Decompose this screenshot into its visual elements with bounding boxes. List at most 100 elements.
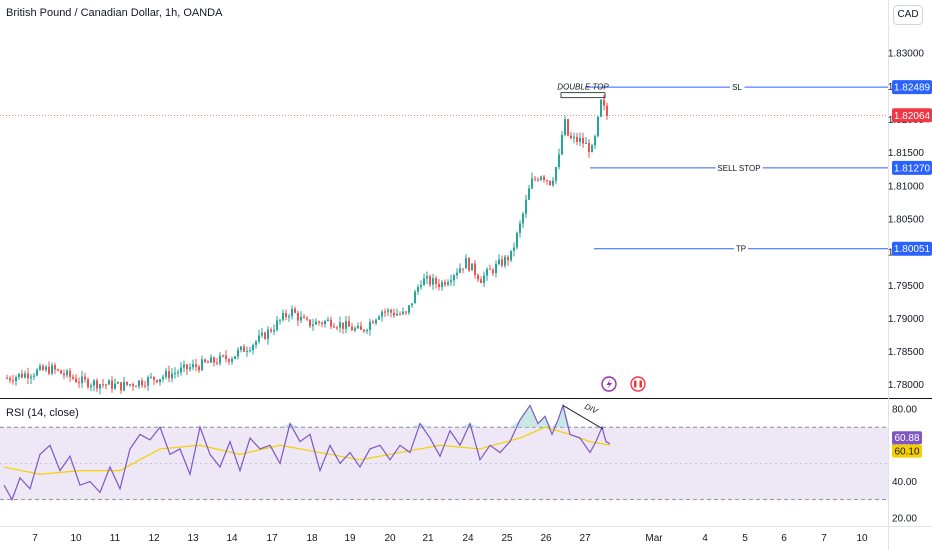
time-tick-label: 17 bbox=[266, 533, 278, 544]
candle-body bbox=[555, 167, 557, 181]
candle-body bbox=[567, 119, 569, 136]
candle-body bbox=[462, 268, 464, 270]
candle-body bbox=[312, 324, 314, 327]
candle-body bbox=[585, 142, 587, 144]
candle-body bbox=[165, 370, 167, 377]
candle-body bbox=[114, 383, 116, 389]
price-tick-label: 1.81000 bbox=[888, 181, 925, 192]
candle-body bbox=[594, 136, 596, 146]
rsi-line bbox=[3, 403, 611, 502]
candle-body bbox=[6, 378, 8, 380]
candle-body bbox=[480, 279, 482, 283]
price-tag-text: 1.82489 bbox=[894, 83, 931, 94]
candle-body bbox=[549, 180, 551, 186]
candle-body bbox=[453, 275, 455, 281]
candle-body bbox=[210, 357, 212, 363]
time-tick-label: 12 bbox=[148, 533, 160, 544]
lightning-icon-glyph bbox=[606, 379, 612, 389]
time-tick-label: 18 bbox=[306, 533, 318, 544]
candle-body bbox=[345, 321, 347, 329]
candle-body bbox=[84, 376, 86, 380]
candle-body bbox=[381, 311, 383, 317]
candle-body bbox=[282, 313, 284, 320]
currency-button[interactable]: CAD bbox=[893, 5, 923, 25]
candle-body bbox=[39, 365, 41, 370]
candle-body bbox=[495, 263, 497, 274]
candle-body bbox=[399, 313, 401, 315]
candle-body bbox=[255, 341, 257, 345]
flag-icon-stripe bbox=[636, 380, 640, 388]
candle-body bbox=[123, 381, 125, 391]
candle-body bbox=[51, 365, 53, 374]
candle-body bbox=[12, 380, 14, 382]
candle-body bbox=[156, 379, 158, 383]
candle-body bbox=[159, 379, 161, 383]
candle-body bbox=[240, 346, 242, 350]
candle-body bbox=[237, 349, 239, 357]
candle-body bbox=[36, 369, 38, 376]
candle-body bbox=[309, 319, 311, 327]
candle-body bbox=[207, 361, 209, 363]
candle-body bbox=[504, 256, 506, 266]
candle-body bbox=[15, 377, 17, 382]
candle-body bbox=[507, 256, 509, 261]
candle-body bbox=[132, 384, 134, 387]
candle-body bbox=[186, 364, 188, 370]
candle-body bbox=[447, 282, 449, 285]
candle-body bbox=[153, 376, 155, 380]
candle-body bbox=[405, 311, 407, 313]
time-tick-label: 4 bbox=[702, 533, 708, 544]
candle-body bbox=[147, 377, 149, 386]
candle-body bbox=[510, 250, 512, 261]
candle-body bbox=[354, 328, 356, 331]
candle-body bbox=[216, 362, 218, 364]
level-label: SELL STOP bbox=[717, 164, 760, 173]
candle-body bbox=[306, 318, 308, 320]
candle-body bbox=[78, 382, 80, 384]
candle-body bbox=[522, 213, 524, 224]
candle-body bbox=[363, 329, 365, 332]
candle-body bbox=[225, 355, 227, 360]
candle-body bbox=[99, 384, 101, 389]
candle-body bbox=[120, 382, 122, 391]
candle-body bbox=[333, 326, 335, 328]
time-tick-label: 25 bbox=[501, 533, 513, 544]
candle-body bbox=[171, 373, 173, 379]
candle-body bbox=[429, 276, 431, 285]
candle-body bbox=[228, 359, 230, 362]
candle-body bbox=[105, 384, 107, 386]
candle-body bbox=[69, 370, 71, 377]
candle-body bbox=[9, 378, 11, 381]
candle-body bbox=[177, 372, 179, 374]
time-tick-label: 19 bbox=[344, 533, 356, 544]
candle-body bbox=[222, 355, 224, 357]
candle-body bbox=[324, 320, 326, 325]
candle-body bbox=[489, 269, 491, 271]
candle-body bbox=[423, 278, 425, 286]
candle-body bbox=[348, 321, 350, 327]
candle-body bbox=[384, 311, 386, 313]
candle-body bbox=[303, 316, 305, 319]
candle-body bbox=[18, 373, 20, 378]
candle-body bbox=[540, 176, 542, 181]
candle-body bbox=[438, 283, 440, 288]
candle-body bbox=[63, 373, 65, 376]
candle-body bbox=[492, 269, 494, 274]
price-tag bbox=[892, 108, 932, 123]
candle-body bbox=[66, 370, 68, 376]
candle-body bbox=[126, 381, 128, 385]
rsi-tick-label: 40.00 bbox=[892, 477, 917, 488]
candle-body bbox=[573, 136, 575, 139]
candle-body bbox=[543, 176, 545, 180]
candle-body bbox=[465, 258, 467, 269]
candle-body bbox=[435, 278, 437, 284]
time-tick-label: 5 bbox=[742, 533, 748, 544]
candle-body bbox=[597, 116, 599, 137]
candle-body bbox=[411, 303, 413, 306]
candle-body bbox=[537, 179, 539, 181]
candle-body bbox=[417, 287, 419, 292]
candle-body bbox=[45, 366, 47, 370]
candle-body bbox=[42, 365, 44, 370]
candle-body bbox=[258, 335, 260, 342]
